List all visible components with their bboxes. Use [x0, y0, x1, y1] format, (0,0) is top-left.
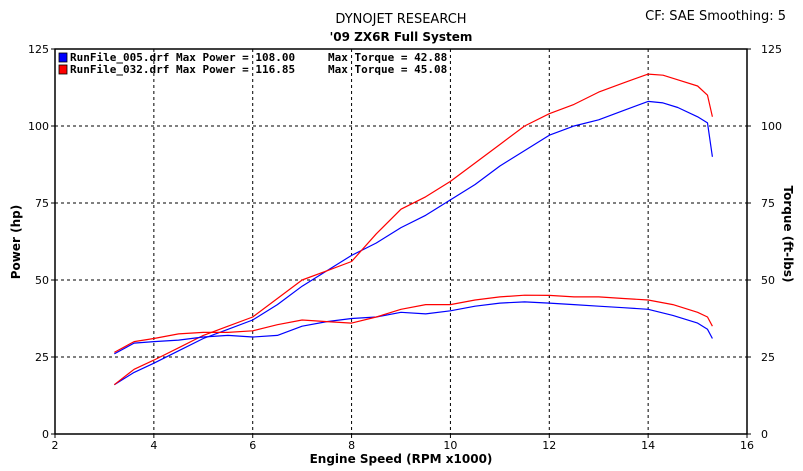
plot-area: [54, 48, 748, 435]
legend-entry-file: RunFile_005.drf Max Power = 108.00: [70, 51, 295, 64]
y-left-tick-label: 0: [42, 428, 49, 441]
series-line: [113, 100, 713, 386]
y-axis-left-ticks: 0 25 50 75 100 125: [28, 43, 55, 441]
y-left-tick-label: 50: [35, 274, 49, 287]
x-tick-label: 4: [150, 439, 157, 452]
x-tick-label: 2: [52, 439, 59, 452]
y-right-tick-label: 125: [761, 43, 782, 56]
x-tick-label: 14: [641, 439, 655, 452]
legend-entry-file: RunFile_032.drf Max Power = 116.85: [70, 63, 295, 76]
legend-swatch: [58, 64, 68, 75]
x-tick-label: 8: [348, 439, 355, 452]
series-line: [113, 73, 713, 386]
x-axis-ticks: 2 4 6 8 10 12 14 16: [52, 434, 754, 452]
y-right-tick-label: 25: [761, 351, 775, 364]
y-left-tick-label: 125: [28, 43, 49, 56]
y-left-tick-label: 25: [35, 351, 49, 364]
y-right-tick-label: 75: [761, 197, 775, 210]
plot-border: [54, 48, 748, 435]
chart-subtitle: '09 ZX6R Full System: [330, 30, 473, 44]
y-left-tick-label: 75: [35, 197, 49, 210]
correction-factor-label: CF: SAE Smoothing: 5: [645, 9, 786, 24]
y-right-tick-label: 0: [761, 428, 768, 441]
series-line: [114, 294, 713, 353]
y-axis-right-ticks: 0 25 50 75 100 125: [747, 43, 782, 441]
x-tick-label: 12: [542, 439, 556, 452]
x-axis-label: Engine Speed (RPM x1000): [310, 452, 493, 466]
legend-entry-torque: Max Torque = 45.08: [328, 63, 447, 76]
legend-swatch: [58, 52, 68, 63]
y-right-tick-label: 100: [761, 120, 782, 133]
y-axis-right-label: Torque (ft-lbs): [781, 186, 795, 283]
legend: RunFile_005.drf Max Power = 108.00 Max To…: [58, 51, 447, 76]
chart-title: DYNOJET RESEARCH: [335, 12, 466, 27]
x-tick-label: 6: [249, 439, 256, 452]
series-line: [114, 301, 713, 355]
x-tick-label: 16: [740, 439, 754, 452]
y-right-tick-label: 50: [761, 274, 775, 287]
x-tick-label: 10: [443, 439, 457, 452]
y-axis-left-label: Power (hp): [9, 205, 23, 279]
y-left-tick-label: 100: [28, 120, 49, 133]
grid-lines: [55, 49, 747, 434]
series-lines: [113, 73, 713, 386]
legend-entry-torque: Max Torque = 42.88: [328, 51, 447, 64]
